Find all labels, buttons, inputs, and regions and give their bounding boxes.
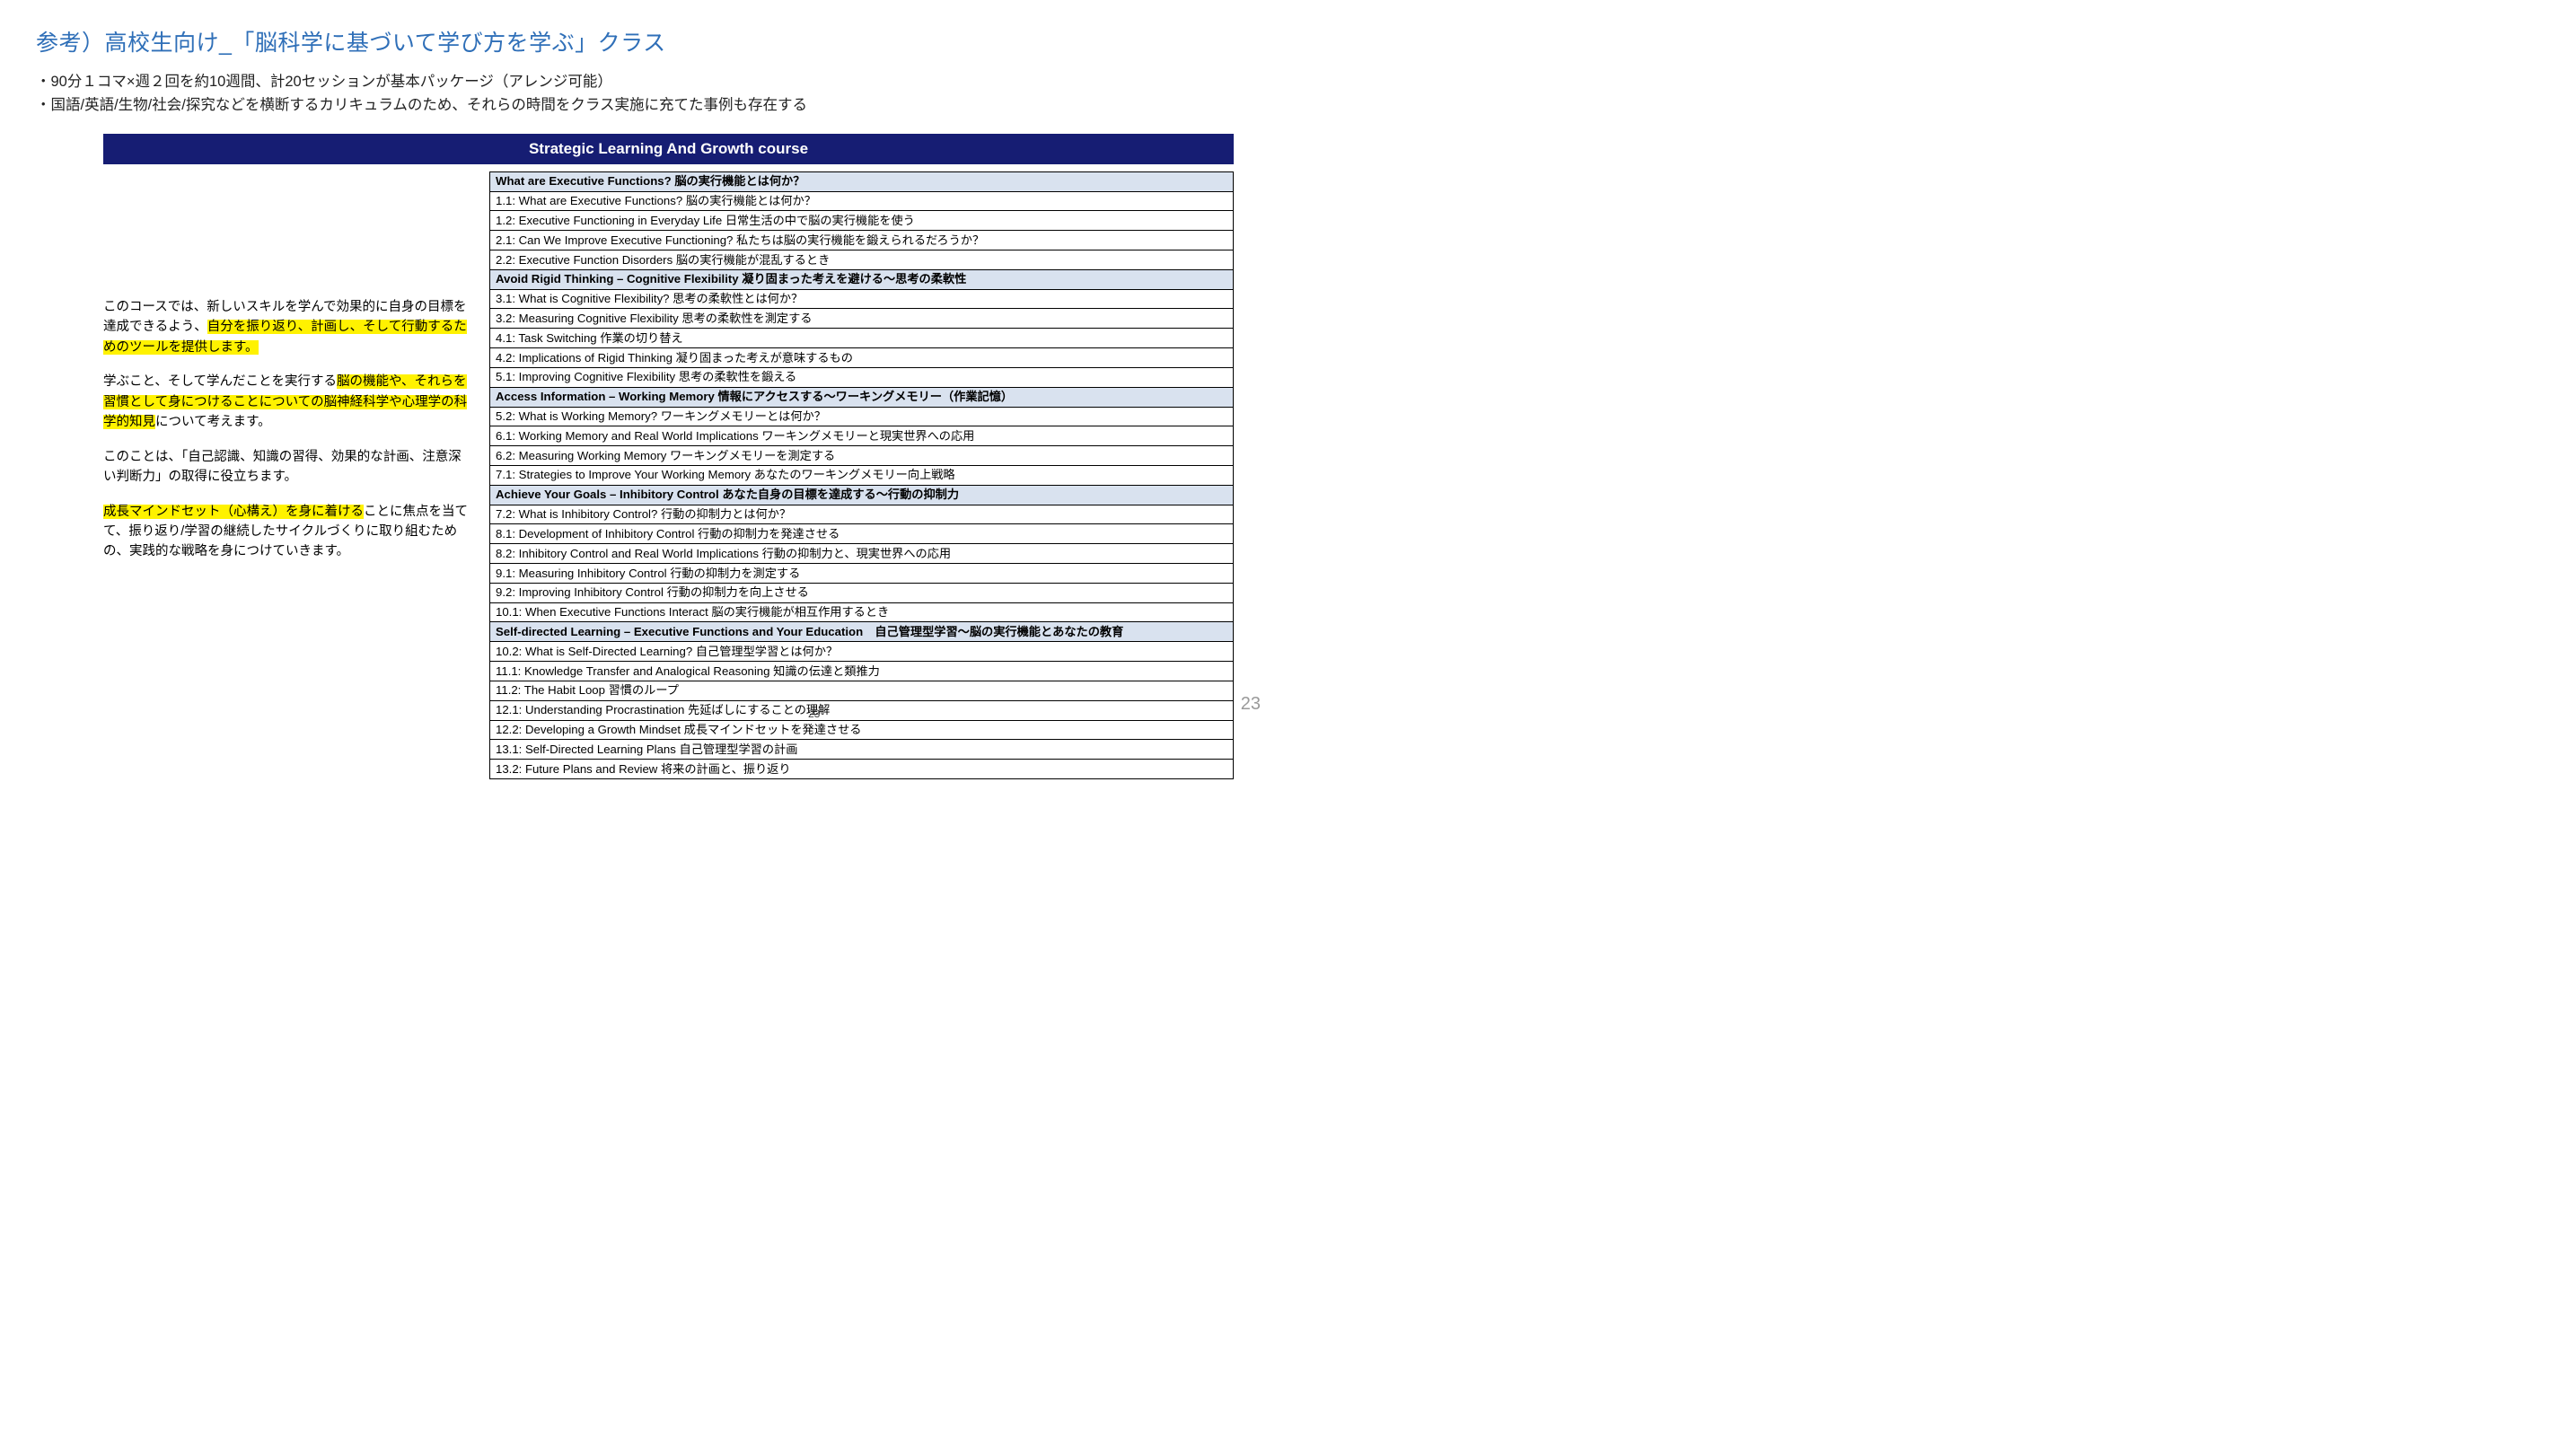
syllabus-cell: 2.2: Executive Function Disorders 脳の実行機能… [490, 250, 1234, 270]
syllabus-row: 2.2: Executive Function Disorders 脳の実行機能… [490, 250, 1234, 270]
syllabus-cell: 9.2: Improving Inhibitory Control 行動の抑制力… [490, 583, 1234, 602]
syllabus-cell: 10.1: When Executive Functions Interact … [490, 602, 1234, 622]
slide-title: 参考）高校生向け_「脳科学に基づいて学び方を学ぶ」クラス [36, 25, 1252, 57]
syllabus-cell: 12.1: Understanding Procrastination 先延ばし… [490, 700, 1234, 720]
page-number-small: 23 [808, 707, 820, 720]
syllabus-row: 8.1: Development of Inhibitory Control 行… [490, 524, 1234, 544]
syllabus-cell: 8.2: Inhibitory Control and Real World I… [490, 544, 1234, 564]
desc-para-3: このことは、「自己認識、知識の習得、効果的な計画、注意深い判断力」の取得に役立ち… [103, 447, 471, 488]
syllabus-cell: 4.1: Task Switching 作業の切り替え [490, 329, 1234, 348]
desc-p2-text-a: 学ぶこと、そして学んだことを実行する [103, 374, 337, 389]
syllabus-row: 12.1: Understanding Procrastination 先延ばし… [490, 700, 1234, 720]
syllabus-cell: 12.2: Developing a Growth Mindset 成長マインド… [490, 720, 1234, 740]
syllabus-row: 7.2: What is Inhibitory Control? 行動の抑制力と… [490, 505, 1234, 524]
syllabus-section-row: Access Information – Working Memory 情報にア… [490, 387, 1234, 407]
syllabus-row: 6.2: Measuring Working Memory ワーキングメモリーを… [490, 446, 1234, 466]
syllabus-cell: 3.1: What is Cognitive Flexibility? 思考の柔… [490, 289, 1234, 309]
syllabus-cell: 10.2: What is Self-Directed Learning? 自己… [490, 642, 1234, 662]
syllabus-row: 2.1: Can We Improve Executive Functionin… [490, 231, 1234, 250]
syllabus-cell: 8.1: Development of Inhibitory Control 行… [490, 524, 1234, 544]
syllabus-row: 10.2: What is Self-Directed Learning? 自己… [490, 642, 1234, 662]
syllabus-cell: 11.2: The Habit Loop 習慣のループ [490, 681, 1234, 700]
syllabus-cell: Access Information – Working Memory 情報にア… [490, 387, 1234, 407]
syllabus-row: 9.1: Measuring Inhibitory Control 行動の抑制力… [490, 564, 1234, 584]
syllabus-section-row: What are Executive Functions? 脳の実行機能とは何か… [490, 171, 1234, 191]
content-row: このコースでは、新しいスキルを学んで効果的に自身の目標を達成できるよう、自分を振… [103, 171, 1252, 779]
syllabus-cell: Achieve Your Goals – Inhibitory Control … [490, 485, 1234, 505]
syllabus-cell: 6.2: Measuring Working Memory ワーキングメモリーを… [490, 446, 1234, 466]
description-column: このコースでは、新しいスキルを学んで効果的に自身の目標を達成できるよう、自分を振… [103, 171, 489, 576]
syllabus-cell: 11.1: Knowledge Transfer and Analogical … [490, 662, 1234, 681]
bullet-list: ・90分１コマ×週２回を約10週間、計20セッションが基本パッケージ（アレンジ可… [36, 70, 1252, 118]
bullet-2: ・国語/英語/生物/社会/探究などを横断するカリキュラムのため、それらの時間をク… [36, 93, 1252, 117]
syllabus-table: What are Executive Functions? 脳の実行機能とは何か… [489, 171, 1234, 779]
desc-para-1: このコースでは、新しいスキルを学んで効果的に自身の目標を達成できるよう、自分を振… [103, 297, 471, 357]
syllabus-row: 11.1: Knowledge Transfer and Analogical … [490, 662, 1234, 681]
syllabus-section-row: Self-directed Learning – Executive Funct… [490, 622, 1234, 642]
desc-para-2: 学ぶこと、そして学んだことを実行する脳の機能や、それらを習慣として身につけること… [103, 372, 471, 432]
syllabus-row: 5.2: What is Working Memory? ワーキングメモリーとは… [490, 407, 1234, 426]
syllabus-row: 13.2: Future Plans and Review 将来の計画と、振り返… [490, 760, 1234, 779]
syllabus-cell: What are Executive Functions? 脳の実行機能とは何か… [490, 171, 1234, 191]
syllabus-cell: Avoid Rigid Thinking – Cognitive Flexibi… [490, 269, 1234, 289]
syllabus-cell: 7.2: What is Inhibitory Control? 行動の抑制力と… [490, 505, 1234, 524]
syllabus-cell: 7.1: Strategies to Improve Your Working … [490, 465, 1234, 485]
syllabus-row: 11.2: The Habit Loop 習慣のループ [490, 681, 1234, 700]
syllabus-cell: 3.2: Measuring Cognitive Flexibility 思考の… [490, 309, 1234, 329]
syllabus-section-row: Avoid Rigid Thinking – Cognitive Flexibi… [490, 269, 1234, 289]
syllabus-cell: 13.2: Future Plans and Review 将来の計画と、振り返… [490, 760, 1234, 779]
syllabus-cell: 4.2: Implications of Rigid Thinking 凝り固ま… [490, 348, 1234, 368]
desc-para-4: 成長マインドセット（心構え）を身に着けることに焦点を当てて、振り返り/学習の継続… [103, 502, 471, 562]
syllabus-column: What are Executive Functions? 脳の実行機能とは何か… [489, 171, 1252, 779]
syllabus-row: 1.1: What are Executive Functions? 脳の実行機… [490, 191, 1234, 211]
syllabus-row: 9.2: Improving Inhibitory Control 行動の抑制力… [490, 583, 1234, 602]
syllabus-row: 1.2: Executive Functioning in Everyday L… [490, 211, 1234, 231]
syllabus-row: 6.1: Working Memory and Real World Impli… [490, 426, 1234, 446]
syllabus-cell: 6.1: Working Memory and Real World Impli… [490, 426, 1234, 446]
syllabus-cell: 9.1: Measuring Inhibitory Control 行動の抑制力… [490, 564, 1234, 584]
syllabus-row: 13.1: Self-Directed Learning Plans 自己管理型… [490, 740, 1234, 760]
syllabus-row: 4.1: Task Switching 作業の切り替え [490, 329, 1234, 348]
syllabus-cell: 2.1: Can We Improve Executive Functionin… [490, 231, 1234, 250]
syllabus-row: 8.2: Inhibitory Control and Real World I… [490, 544, 1234, 564]
syllabus-row: 3.1: What is Cognitive Flexibility? 思考の柔… [490, 289, 1234, 309]
syllabus-row: 10.1: When Executive Functions Interact … [490, 602, 1234, 622]
syllabus-cell: 5.1: Improving Cognitive Flexibility 思考の… [490, 367, 1234, 387]
page-number-large: 23 [1241, 694, 1261, 715]
syllabus-cell: 1.1: What are Executive Functions? 脳の実行機… [490, 191, 1234, 211]
syllabus-cell: 13.1: Self-Directed Learning Plans 自己管理型… [490, 740, 1234, 760]
desc-p2-text-b: について考えます。 [155, 415, 271, 429]
syllabus-cell: Self-directed Learning – Executive Funct… [490, 622, 1234, 642]
bullet-1: ・90分１コマ×週２回を約10週間、計20セッションが基本パッケージ（アレンジ可… [36, 70, 1252, 93]
syllabus-section-row: Achieve Your Goals – Inhibitory Control … [490, 485, 1234, 505]
course-banner: Strategic Learning And Growth course [103, 134, 1234, 164]
desc-p4-highlight: 成長マインドセット（心構え）を身に着ける [103, 505, 364, 519]
syllabus-row: 12.2: Developing a Growth Mindset 成長マインド… [490, 720, 1234, 740]
syllabus-row: 4.2: Implications of Rigid Thinking 凝り固ま… [490, 348, 1234, 368]
syllabus-row: 7.1: Strategies to Improve Your Working … [490, 465, 1234, 485]
syllabus-cell: 1.2: Executive Functioning in Everyday L… [490, 211, 1234, 231]
syllabus-row: 3.2: Measuring Cognitive Flexibility 思考の… [490, 309, 1234, 329]
syllabus-row: 5.1: Improving Cognitive Flexibility 思考の… [490, 367, 1234, 387]
syllabus-cell: 5.2: What is Working Memory? ワーキングメモリーとは… [490, 407, 1234, 426]
